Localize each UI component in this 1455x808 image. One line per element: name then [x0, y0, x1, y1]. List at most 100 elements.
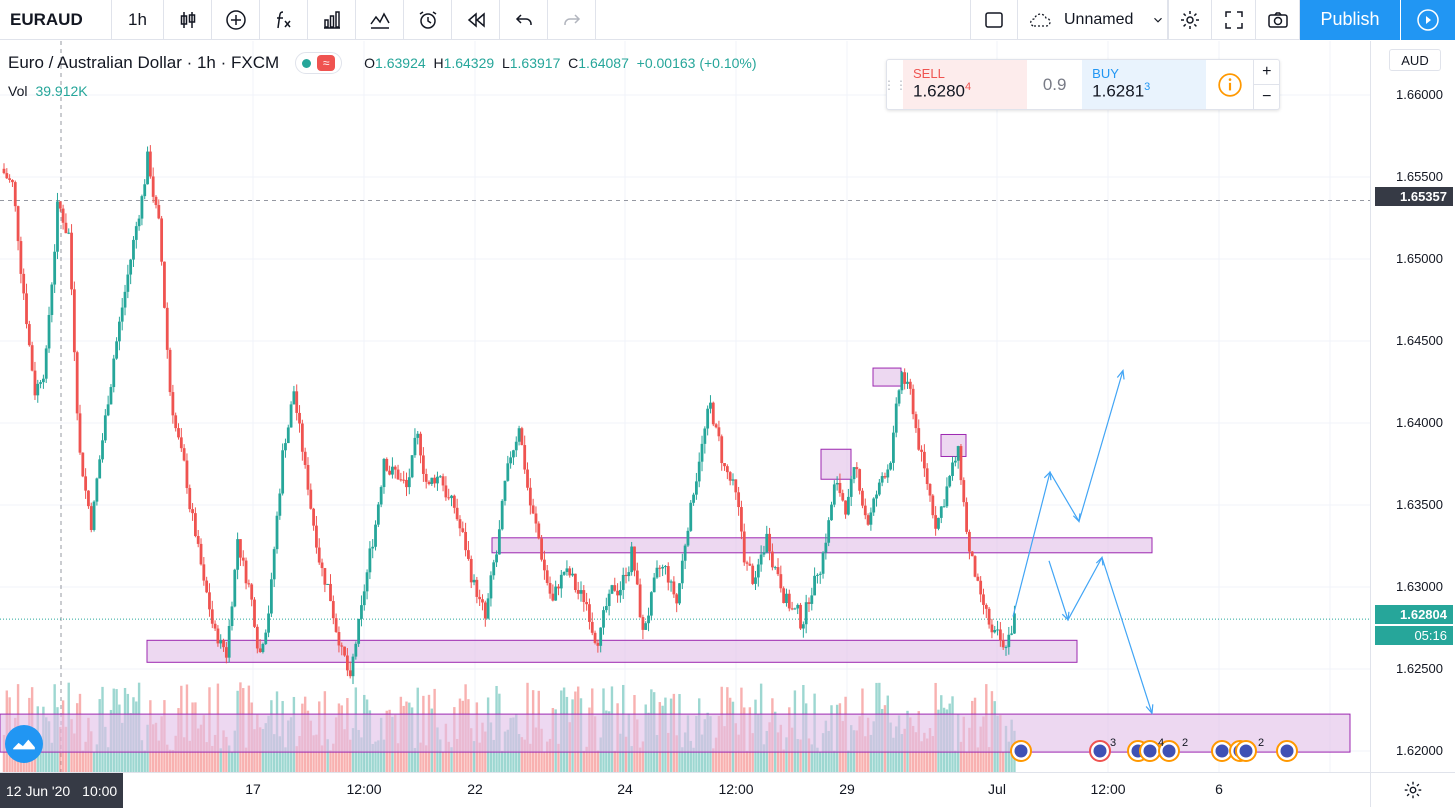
candle-body: [728, 472, 732, 481]
event-flag-icon[interactable]: [1089, 740, 1111, 762]
tv-logo-icon: [13, 739, 35, 750]
candle-body: [8, 178, 12, 180]
candle-body: [725, 466, 729, 473]
increase-button[interactable]: +: [1254, 60, 1280, 85]
time-axis[interactable]: 12 Jun '20 10:00 17 12:00 22 24 12:00 29 Jul 12:…: [0, 772, 1370, 808]
event-flag-icon[interactable]: [1235, 740, 1257, 762]
candle-body: [30, 345, 34, 371]
candle-body: [906, 381, 909, 384]
candle-body: [990, 624, 994, 633]
candle-body: [67, 232, 71, 234]
candle-body: [126, 274, 130, 292]
candle-body: [649, 592, 653, 616]
time-tick-label: 24: [617, 781, 633, 797]
buy-label: BUY: [1092, 66, 1119, 81]
candle-body: [824, 542, 828, 553]
candle-body: [537, 523, 541, 539]
sell-button[interactable]: SELL 1.62804: [903, 60, 1028, 109]
candle-body: [908, 381, 912, 389]
candle-body: [329, 583, 332, 602]
decrease-button[interactable]: −: [1262, 88, 1272, 105]
candle-body: [467, 550, 470, 559]
volume-bar: [745, 750, 749, 772]
event-flag-icon[interactable]: [1276, 740, 1298, 762]
market-status-badge[interactable]: ≈: [295, 52, 343, 74]
volume-bar: [619, 733, 622, 772]
zone-rect: [146, 639, 1078, 663]
indicators-button[interactable]: [260, 0, 308, 40]
candle-body: [424, 473, 428, 482]
volume-bar: [455, 738, 459, 772]
settings-button[interactable]: [1168, 0, 1212, 40]
candle-body: [711, 402, 715, 425]
candle-body: [430, 477, 434, 485]
candle-body: [489, 575, 493, 599]
symbol-search-button[interactable]: EURAUD: [0, 0, 112, 40]
candle-body: [602, 610, 605, 628]
zone-rect: [820, 448, 852, 480]
tradingview-logo[interactable]: [5, 725, 43, 763]
info-button[interactable]: [1206, 60, 1253, 109]
volume-legend[interactable]: Vol 39.912K: [8, 83, 88, 99]
candle-body: [723, 463, 726, 467]
undo-button[interactable]: [500, 0, 548, 40]
arrow-head-icon: [1043, 470, 1052, 481]
financials-button[interactable]: [308, 0, 356, 40]
interval-button[interactable]: 1h: [112, 0, 164, 40]
redo-button[interactable]: [548, 0, 596, 40]
candle-body: [413, 437, 417, 456]
fullscreen-icon: [1224, 10, 1243, 29]
time-tick-label: 12:00: [346, 781, 382, 797]
event-flag-icon[interactable]: [1158, 740, 1180, 762]
candle-body: [939, 506, 943, 518]
candle-body: [540, 538, 543, 560]
publish-button[interactable]: Publish: [1300, 0, 1400, 40]
layout-select-button[interactable]: [970, 0, 1018, 40]
candle-body: [624, 574, 628, 577]
templates-button[interactable]: [356, 0, 404, 40]
candle-body: [98, 459, 102, 479]
candle-body: [593, 632, 597, 643]
compare-button[interactable]: [212, 0, 260, 40]
alert-button[interactable]: [404, 0, 452, 40]
fullscreen-button[interactable]: [1212, 0, 1256, 40]
candles-icon: [180, 11, 195, 28]
volume-bar: [582, 750, 586, 772]
candle-body: [543, 559, 546, 571]
candle-body: [208, 592, 211, 610]
event-flag-icon[interactable]: [1010, 740, 1032, 762]
candle-body: [596, 642, 600, 646]
currency-label[interactable]: AUD: [1389, 49, 1441, 71]
zone-rect: [491, 537, 1153, 554]
candle-body: [483, 602, 487, 619]
buy-button[interactable]: BUY 1.62813: [1082, 60, 1207, 109]
save-layout-button[interactable]: Unnamed: [1018, 0, 1168, 40]
candle-body: [678, 583, 681, 604]
volume-bar: [892, 737, 895, 772]
drag-handle-icon[interactable]: ⋮⋮: [883, 77, 907, 92]
chart-style-button[interactable]: [164, 0, 212, 40]
price-axis[interactable]: AUD 1.66000 1.65500 1.65000 1.64500 1.64000 1…: [1361, 41, 1455, 772]
volume-bar: [557, 743, 560, 772]
chart-settings-corner[interactable]: [1370, 772, 1455, 807]
replay-button[interactable]: [452, 0, 500, 40]
volume-bar: [799, 739, 802, 772]
chart-canvas[interactable]: 3 4 2 2: [0, 41, 1370, 772]
candle-body: [22, 273, 26, 294]
candle-body: [790, 608, 794, 610]
candle-body: [697, 461, 701, 482]
candle-body: [303, 451, 307, 465]
candle-body: [818, 573, 822, 575]
series-title[interactable]: Euro / Australian Dollar · 1h · FXCM: [8, 53, 280, 72]
candle-body: [804, 602, 808, 625]
candle-body: [787, 593, 791, 609]
candle-body: [948, 475, 952, 487]
candle-body: [748, 563, 752, 566]
play-button[interactable]: [1400, 0, 1455, 40]
chart-pane[interactable]: 3 4 2 2: [0, 41, 1370, 772]
snapshot-button[interactable]: [1256, 0, 1300, 40]
candle-body: [506, 463, 510, 481]
candle-body: [680, 560, 684, 584]
candle-body: [694, 481, 698, 495]
event-flag-icon[interactable]: [1139, 740, 1161, 762]
